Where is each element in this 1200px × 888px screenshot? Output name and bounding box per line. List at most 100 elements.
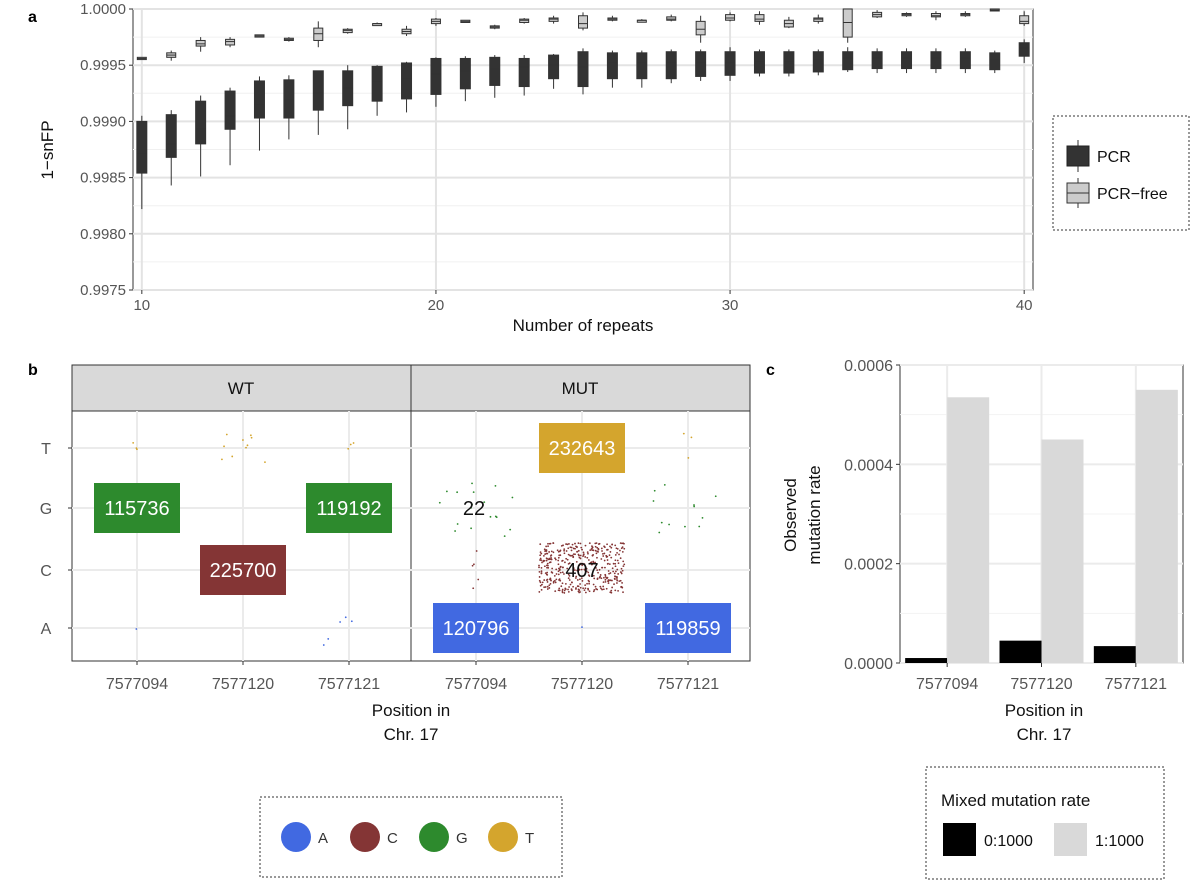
read-point — [616, 576, 618, 579]
pcr-free-box-22 — [489, 24, 500, 30]
read-point — [584, 544, 587, 547]
read-point — [568, 579, 571, 581]
read-point — [617, 562, 620, 565]
read-point — [614, 589, 617, 592]
box-body — [489, 56, 501, 86]
read-point — [577, 542, 580, 545]
read-point — [581, 548, 583, 551]
read-point — [559, 549, 562, 552]
pcr-legend-key — [1066, 145, 1090, 167]
box-body — [195, 39, 206, 47]
count-label-mut-7577120-C: 407 — [565, 560, 598, 582]
read-point — [607, 582, 610, 584]
pcr-free-box-10 — [136, 56, 147, 61]
pcr-box-13 — [224, 87, 236, 166]
read-point — [554, 558, 557, 561]
read-point — [588, 582, 591, 585]
pcr-box-22 — [489, 55, 501, 98]
panel-b-x-tick-label: 7577094 — [106, 676, 168, 693]
read-point — [577, 585, 580, 588]
read-point — [563, 589, 566, 592]
read-point — [503, 535, 506, 538]
read-point — [561, 559, 564, 562]
read-point — [574, 547, 576, 550]
read-point — [511, 496, 514, 499]
read-point — [601, 588, 604, 591]
panel-b-count-labels: 115736 225700 119192 232643 22 407 120796 11985… — [94, 423, 731, 653]
panel-c-y-tick-label: 0.0006 — [844, 358, 893, 375]
read-point — [579, 554, 582, 557]
read-point — [583, 589, 586, 592]
read-point — [579, 578, 581, 581]
pcr-box-33 — [812, 49, 824, 76]
pcr-box-40 — [1018, 39, 1030, 63]
read-point — [582, 553, 585, 556]
box-body — [578, 15, 588, 29]
read-point — [548, 584, 551, 587]
read-point — [604, 575, 607, 577]
read-point — [472, 563, 475, 566]
read-point — [564, 582, 567, 585]
read-point — [575, 545, 577, 548]
read-point — [249, 434, 252, 437]
box-body — [783, 51, 795, 74]
read-point — [567, 577, 570, 580]
read-point — [542, 559, 545, 562]
read-point — [540, 566, 543, 569]
read-point — [564, 588, 567, 591]
read-point — [574, 577, 577, 579]
read-point — [603, 552, 606, 555]
read-point — [597, 547, 600, 550]
panel-a-y-tick-label: 0.9985 — [80, 170, 126, 187]
pcr-box-29 — [695, 49, 707, 81]
panel-b-x-tick-label: 7577121 — [318, 676, 380, 693]
pcr-box-18 — [371, 65, 383, 116]
read-point — [595, 567, 597, 569]
panel-a-y-tick-label: 0.9975 — [80, 282, 126, 299]
box-body — [224, 90, 236, 130]
read-point — [580, 562, 582, 565]
read-point — [579, 583, 581, 585]
read-point — [693, 505, 696, 508]
read-point — [494, 485, 497, 487]
read-point — [606, 559, 609, 561]
read-point — [586, 556, 589, 559]
read-point — [588, 542, 591, 545]
read-point — [561, 571, 564, 574]
read-point — [576, 550, 578, 553]
panel-c-x-tick-label: 7577094 — [916, 676, 978, 693]
read-point — [561, 588, 564, 591]
read-point — [581, 626, 583, 629]
read-point — [456, 491, 459, 494]
read-point — [567, 590, 570, 593]
pcr-box-34 — [842, 47, 854, 72]
pcr-free-legend-label: PCR−free — [1097, 186, 1168, 203]
read-point — [614, 562, 617, 565]
read-point — [557, 573, 560, 576]
read-point — [620, 567, 623, 570]
read-point — [585, 567, 588, 570]
panel-c-x-axis-label-line1: Position in — [1005, 701, 1083, 720]
read-point — [607, 579, 610, 581]
read-point — [578, 556, 581, 559]
read-point — [658, 531, 661, 534]
read-point — [578, 568, 581, 571]
read-point — [620, 547, 623, 550]
pcr-free-box-11 — [166, 50, 177, 61]
bar-1-1000-7577120 — [1041, 439, 1084, 663]
read-point — [538, 591, 541, 593]
pcr-box-25 — [577, 48, 589, 95]
read-point — [589, 549, 592, 552]
read-point — [586, 551, 589, 554]
box-body — [401, 62, 413, 100]
read-point — [541, 561, 543, 564]
read-point — [581, 562, 584, 565]
read-point — [613, 583, 615, 586]
count-label-wt-7577121-G: 119192 — [306, 483, 392, 533]
read-point — [619, 571, 622, 573]
read-point — [552, 542, 555, 545]
read-point — [580, 546, 583, 549]
read-point — [555, 568, 558, 571]
count-label-wt-7577094-G: 115736 — [94, 483, 180, 533]
read-point — [621, 569, 624, 572]
